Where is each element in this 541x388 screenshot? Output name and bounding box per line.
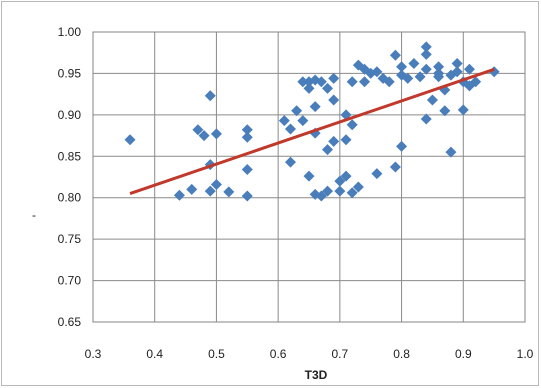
y-tick-labels: 0.65 0.70 0.75 0.80 0.85 0.90 0.95 1.00 <box>58 25 82 329</box>
data-point <box>445 146 457 158</box>
data-point <box>297 76 309 88</box>
x-tick-label: 1.0 <box>517 347 534 361</box>
data-point <box>284 123 296 135</box>
data-point <box>451 66 463 78</box>
data-point <box>210 128 222 140</box>
data-point <box>439 105 451 117</box>
data-point <box>315 190 327 202</box>
x-tick-label: 0.8 <box>393 347 410 361</box>
x-tick-label: 0.9 <box>455 347 472 361</box>
data-point <box>124 134 136 146</box>
data-point <box>383 76 395 88</box>
data-point <box>241 190 253 202</box>
data-point <box>303 170 315 182</box>
y-tick-label: 0.90 <box>58 108 82 122</box>
data-point <box>297 115 309 127</box>
data-point <box>340 170 352 182</box>
data-point <box>204 185 216 197</box>
data-point <box>322 144 334 156</box>
data-point <box>198 130 210 142</box>
data-point <box>346 187 358 199</box>
data-point <box>328 94 340 106</box>
data-point <box>315 76 327 88</box>
data-point <box>309 127 321 139</box>
x-tick-label: 0.5 <box>208 347 225 361</box>
data-point <box>192 124 204 136</box>
data-point <box>241 131 253 143</box>
data-point <box>278 115 290 127</box>
data-point <box>396 61 408 73</box>
data-point <box>334 185 346 197</box>
trendline <box>129 67 495 195</box>
data-point <box>186 183 198 195</box>
data-point <box>204 90 216 102</box>
data-point <box>303 82 315 94</box>
data-point <box>352 181 364 193</box>
data-point <box>371 66 383 78</box>
y-tick-label: 1.00 <box>58 25 82 39</box>
data-point <box>463 63 475 75</box>
data-point <box>414 71 426 83</box>
data-point <box>322 82 334 94</box>
stray-mark: - <box>32 208 36 222</box>
data-point <box>396 140 408 152</box>
data-point <box>433 61 445 73</box>
data-point <box>328 135 340 147</box>
data-point <box>402 72 414 84</box>
y-tick-label: 0.80 <box>58 191 82 205</box>
data-point <box>420 63 432 75</box>
y-tick-label: 0.95 <box>58 66 82 80</box>
x-tick-label: 0.7 <box>332 347 349 361</box>
data-point <box>426 94 438 106</box>
data-point <box>346 119 358 131</box>
x-tick-labels: 0.3 0.4 0.5 0.6 0.7 0.8 0.9 1.0 <box>85 347 534 361</box>
data-point <box>389 49 401 61</box>
data-point <box>328 72 340 84</box>
y-tick-label: 0.70 <box>58 274 82 288</box>
data-point <box>309 101 321 113</box>
x-tick-label: 0.3 <box>85 347 102 361</box>
data-point <box>241 124 253 136</box>
plot-area <box>92 31 526 323</box>
y-tick-label: 0.85 <box>58 149 82 163</box>
data-point <box>389 161 401 173</box>
data-point <box>420 48 432 60</box>
data-point <box>340 134 352 146</box>
data-point <box>291 105 303 117</box>
x-tick-label: 0.6 <box>270 347 287 361</box>
data-point <box>346 76 358 88</box>
data-point <box>241 164 253 176</box>
data-point <box>210 178 222 190</box>
data-point <box>359 76 371 88</box>
x-axis-title: T3D <box>305 368 328 382</box>
y-tick-label: 0.75 <box>58 232 82 246</box>
data-point <box>223 186 235 198</box>
data-point <box>420 113 432 125</box>
data-point <box>451 57 463 69</box>
y-tick-label: 0.65 <box>58 315 82 329</box>
data-point <box>470 76 482 88</box>
data-point <box>173 189 185 201</box>
data-point <box>433 71 445 83</box>
x-tick-label: 0.4 <box>146 347 163 361</box>
data-points <box>124 41 500 202</box>
data-point <box>420 41 432 53</box>
data-point <box>284 156 296 168</box>
data-point <box>457 104 469 116</box>
data-point <box>334 175 346 187</box>
data-point <box>408 57 420 69</box>
data-point <box>371 168 383 180</box>
data-point <box>322 185 334 197</box>
